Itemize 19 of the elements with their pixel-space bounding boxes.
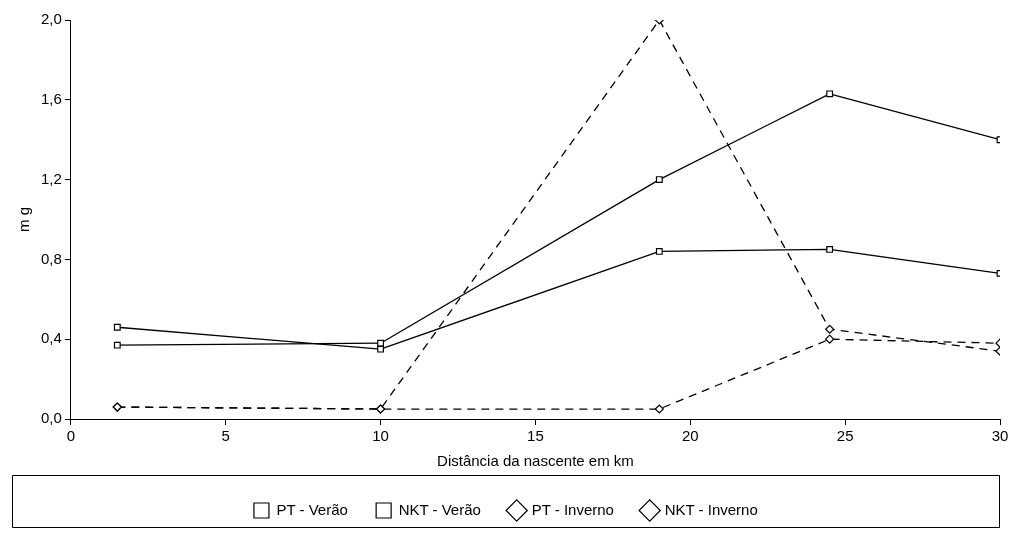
x-tick-label: 0	[66, 427, 76, 445]
y-tick-label: 1,6	[40, 89, 62, 107]
legend-label: PT - Inverno	[531, 500, 614, 518]
y-axis-title: m g	[15, 206, 33, 233]
y-tick-label: 0,8	[40, 249, 62, 267]
y-tick-label: 2,0	[40, 10, 62, 28]
x-tick-label: 5	[221, 427, 230, 445]
y-tick-label: 0,0	[40, 409, 62, 427]
legend-label: NKT - Verão	[398, 500, 481, 518]
y-tick-label: 0,4	[40, 329, 62, 347]
legend-label: PT - Verão	[276, 500, 348, 518]
x-tick-label: 15	[527, 427, 544, 445]
legend-label: NKT - Inverno	[664, 500, 758, 518]
x-tick-label: 25	[836, 427, 854, 445]
x-tick-label: 20	[681, 427, 699, 445]
x-tick-label: 10	[372, 427, 389, 445]
x-tick-label: 30	[991, 427, 1009, 445]
x-axis-title: Distância da nascente em km	[437, 452, 634, 470]
y-tick-label: 1,2	[40, 169, 62, 187]
